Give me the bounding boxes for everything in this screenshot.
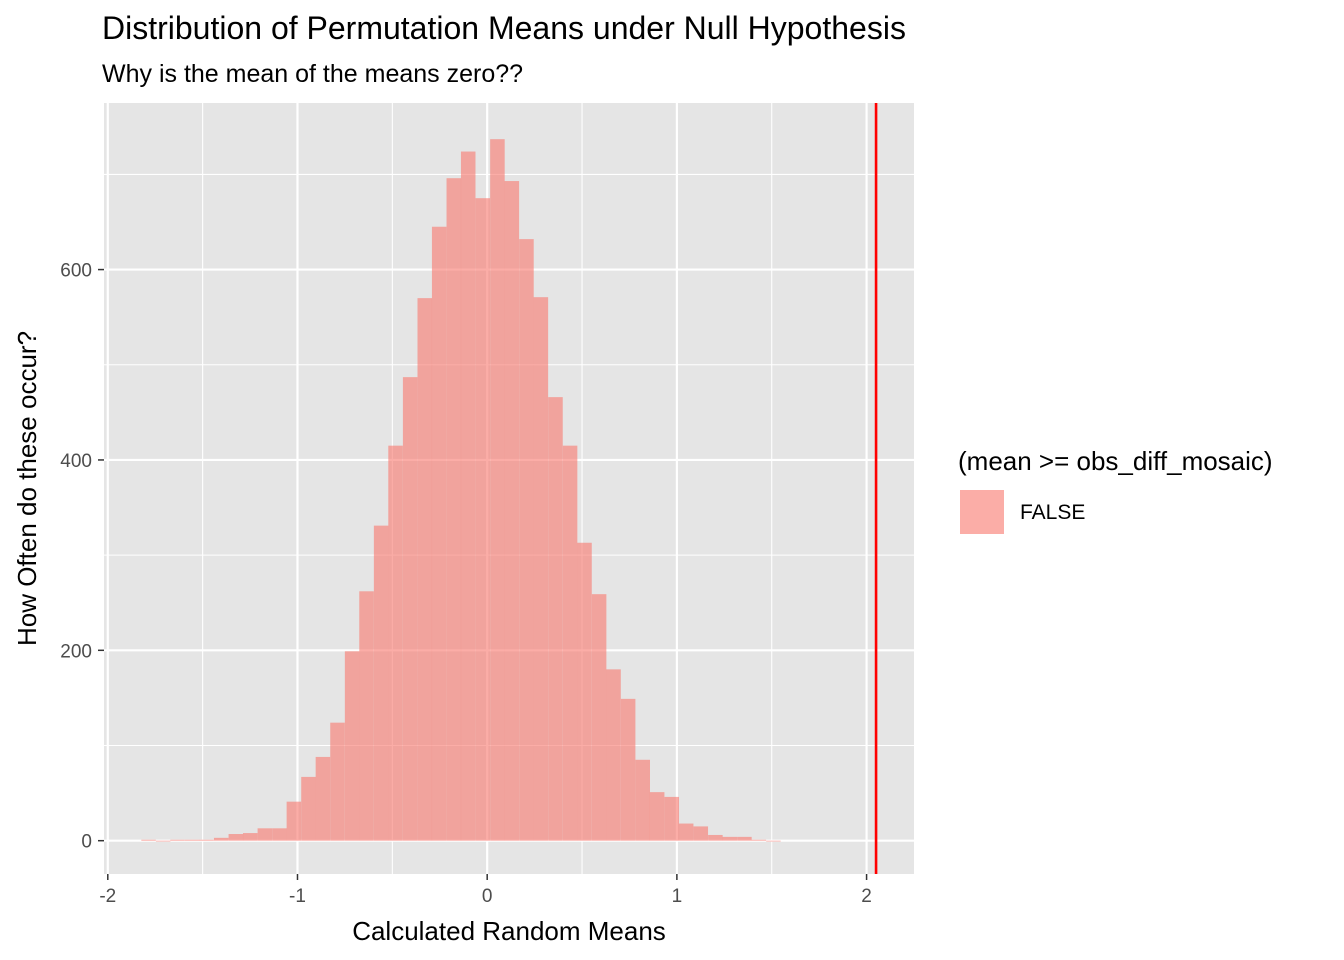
histogram-bar	[359, 591, 374, 841]
histogram-bar	[141, 839, 156, 841]
histogram-bar	[417, 298, 433, 841]
histogram-bar	[272, 828, 287, 841]
y-axis-title: How Often do these occur?	[12, 331, 42, 646]
x-tick-label: -1	[289, 886, 306, 907]
histogram-bar	[301, 776, 316, 841]
histogram-bar	[402, 377, 418, 841]
legend-label-false: FALSE	[1020, 501, 1085, 524]
histogram-bar	[228, 834, 244, 841]
histogram-bar	[315, 756, 331, 841]
histogram-bar	[606, 669, 621, 841]
histogram-bar	[388, 445, 403, 841]
histogram-bar	[664, 796, 680, 841]
histogram-bar	[460, 151, 476, 841]
histogram-bars	[141, 139, 781, 842]
y-tick-label: 200	[60, 641, 92, 662]
histogram-bar	[373, 525, 389, 841]
x-tick-label: 2	[861, 886, 872, 907]
x-axis-title: Calculated Random Means	[352, 916, 666, 946]
histogram-bar	[504, 181, 520, 841]
histogram-bar	[155, 840, 171, 842]
histogram-bar	[620, 698, 636, 841]
histogram-bar	[693, 826, 709, 841]
histogram-bar	[446, 178, 462, 841]
histogram-bar	[213, 837, 229, 841]
x-tick-label: -2	[99, 886, 116, 907]
histogram-bar	[184, 839, 200, 841]
legend-title: (mean >= obs_diff_mosaic)	[958, 446, 1273, 476]
chart-title: Distribution of Permutation Means under …	[102, 10, 906, 46]
histogram-bar	[257, 828, 273, 841]
x-tick-label: 1	[672, 886, 683, 907]
histogram-bar	[548, 397, 563, 841]
histogram-bar	[533, 297, 549, 841]
histogram-bar	[519, 239, 534, 841]
histogram-bar	[678, 823, 694, 841]
histogram-bar	[330, 722, 345, 841]
y-tick-label: 0	[81, 832, 92, 853]
y-tick-label: 400	[60, 451, 92, 472]
histogram-bar	[490, 139, 505, 841]
y-axis: 0 200 400 600	[60, 261, 104, 853]
histogram-bar	[199, 839, 214, 841]
x-tick-label: 0	[482, 886, 493, 907]
histogram-bar	[475, 198, 491, 841]
y-tick-label: 600	[60, 261, 92, 282]
histogram-bar	[577, 542, 592, 841]
histogram-bar	[722, 836, 738, 841]
histogram-bar	[737, 836, 752, 841]
histogram-bar	[649, 792, 665, 841]
legend-key-false	[960, 490, 1004, 534]
histogram-bar	[751, 839, 767, 841]
chart-subtitle: Why is the mean of the means zero??	[102, 60, 524, 88]
histogram-bar	[591, 594, 607, 841]
histogram-bar	[635, 759, 651, 841]
histogram-bar	[344, 651, 360, 841]
histogram-bar	[562, 445, 578, 841]
histogram-bar	[170, 839, 185, 841]
x-axis: -2 -1 0 1 2	[99, 874, 872, 907]
histogram-bar	[431, 226, 447, 841]
histogram-bar	[242, 833, 258, 841]
histogram-bar	[766, 840, 781, 842]
legend: (mean >= obs_diff_mosaic) FALSE	[958, 446, 1273, 534]
histogram-bar	[286, 801, 302, 841]
histogram-bar	[708, 834, 723, 841]
